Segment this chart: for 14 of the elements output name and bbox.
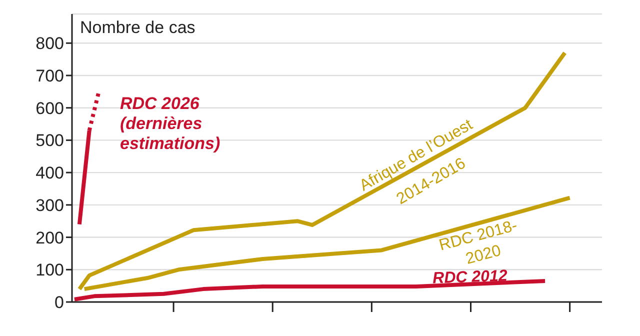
y-tick-label: 100 — [36, 260, 64, 280]
y-tick-label: 400 — [36, 164, 64, 183]
y-tick-label: 700 — [36, 66, 64, 86]
text: RDC 2018-2020 — [436, 216, 520, 270]
y-tick-label: 800 — [36, 34, 64, 54]
y-tick-label: 0 — [54, 293, 64, 312]
y-tick-label: 500 — [36, 131, 64, 150]
y-tick-label: 200 — [36, 228, 64, 248]
series-label: RDC 2012 — [431, 266, 509, 290]
series-label: RDC 2026 (dernières estimations) — [120, 94, 222, 154]
line-series — [77, 50, 567, 292]
y-tick-label: 600 — [36, 98, 64, 118]
y-axis-title: Nombre de cas — [80, 18, 196, 38]
y-tick-label: 300 — [36, 196, 64, 215]
